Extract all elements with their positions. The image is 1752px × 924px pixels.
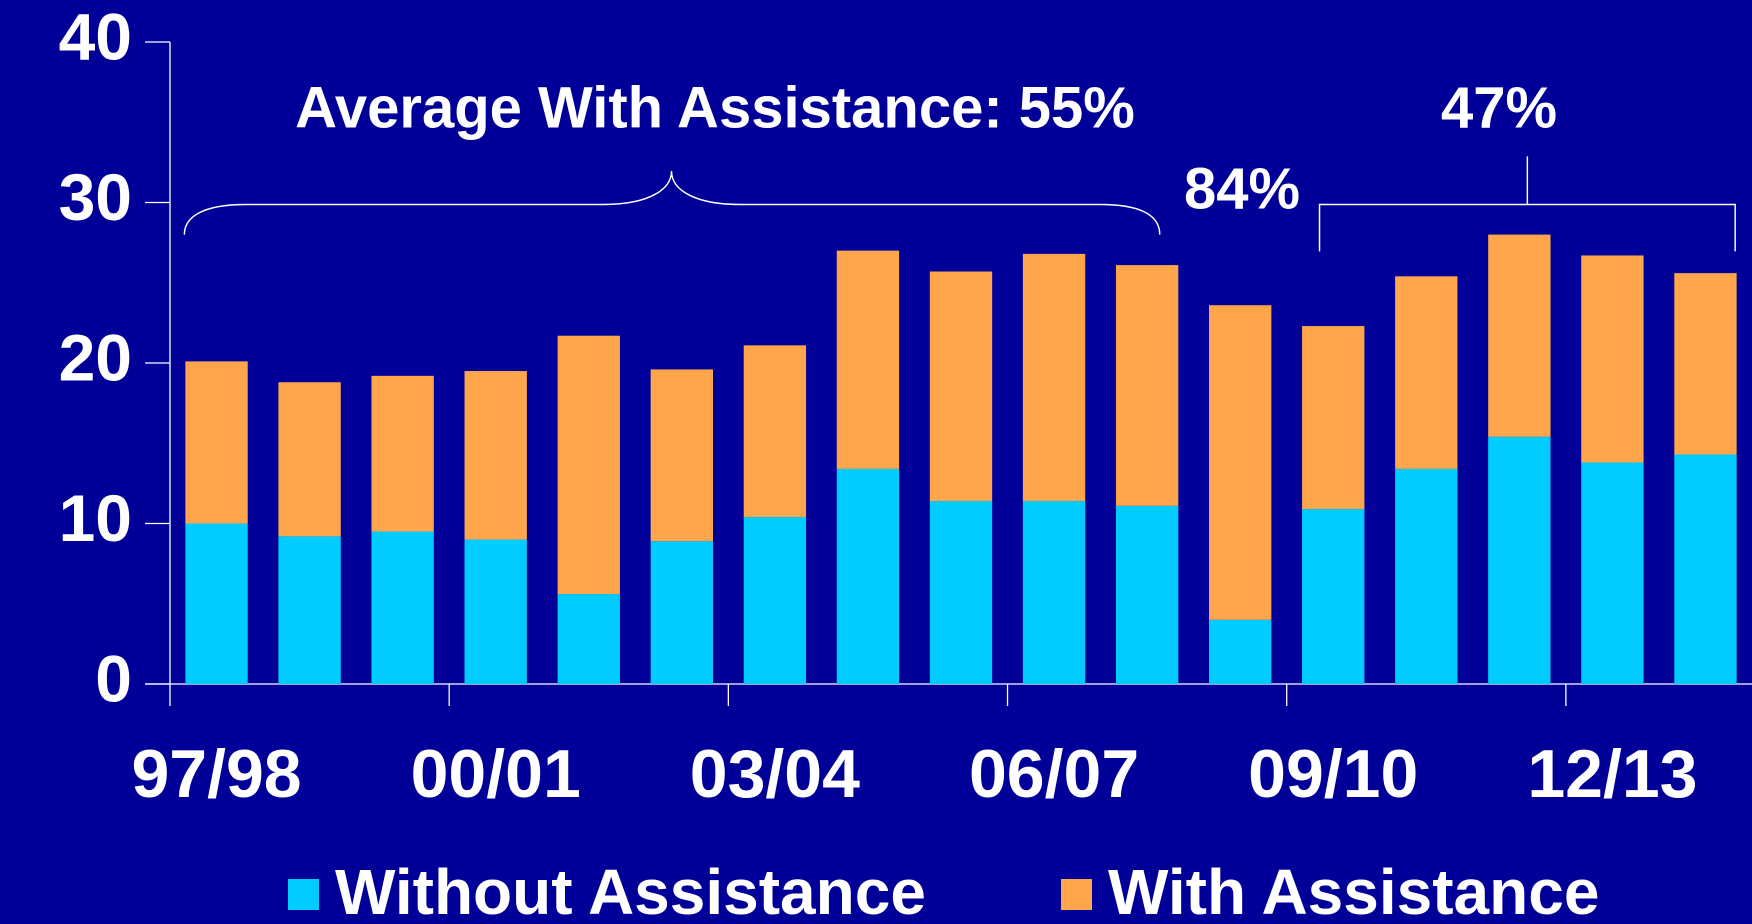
bar-segment (557, 335, 620, 595)
y-tick-label: 20 (59, 320, 132, 394)
bar-segment (650, 369, 713, 542)
y-tick-label: 40 (59, 0, 132, 73)
bar-segment (1209, 619, 1272, 684)
bar-segment (929, 501, 993, 684)
bar-segment (185, 361, 248, 524)
legend-label: Without Assistance (335, 856, 926, 924)
x-tick-label: 09/10 (1248, 736, 1418, 812)
bar-segment (1209, 305, 1272, 620)
bar-segment (1674, 454, 1737, 684)
bar-segment (185, 523, 248, 684)
bar-segment (1395, 276, 1458, 469)
bar-segment (1488, 234, 1551, 437)
bar-segment (1022, 253, 1086, 502)
x-tick-label: 03/04 (690, 736, 860, 812)
y-tick-label: 0 (95, 641, 132, 715)
bar-segment (1302, 509, 1365, 684)
bar-segment (1488, 436, 1551, 684)
bar-segment (371, 375, 434, 532)
y-tick-label: 30 (59, 160, 132, 234)
x-tick-label: 06/07 (969, 736, 1139, 812)
bar-segment (836, 250, 900, 469)
annotation: 47% (1441, 75, 1557, 140)
annotation-brackets (183, 156, 1736, 252)
annotation: 84% (1184, 156, 1300, 221)
bar-segment (278, 536, 341, 684)
bar-segment (464, 371, 527, 540)
x-tick-label: 00/01 (411, 736, 581, 812)
legend-label: With Assistance (1108, 856, 1599, 924)
bar-segment (1302, 326, 1365, 510)
y-tick-label: 10 (59, 481, 132, 555)
bar-segment (743, 517, 807, 684)
bar-segment (1581, 462, 1644, 684)
bar-segment (836, 468, 900, 684)
bar-segment (371, 531, 434, 684)
legend-swatch (288, 879, 319, 910)
legend-swatch (1061, 879, 1092, 910)
bar-segment (1115, 505, 1179, 684)
annotation: Average With Assistance: 55% (295, 75, 1135, 140)
bar-segment (1674, 273, 1737, 455)
x-tick-label: 97/98 (131, 736, 301, 812)
bar-segment (650, 541, 713, 684)
bar-segment (743, 345, 807, 518)
brace (183, 170, 1161, 235)
bar-segment (1395, 468, 1458, 684)
bar-segment (1581, 255, 1644, 463)
bar-segment (278, 382, 341, 537)
bar-segment (1115, 265, 1179, 506)
bracket (1318, 156, 1736, 252)
bar-segment (929, 271, 993, 502)
bar-segment (464, 539, 527, 684)
bar-segment (557, 594, 620, 684)
bar-segment (1022, 501, 1086, 684)
x-tick-label: 12/13 (1527, 736, 1697, 812)
